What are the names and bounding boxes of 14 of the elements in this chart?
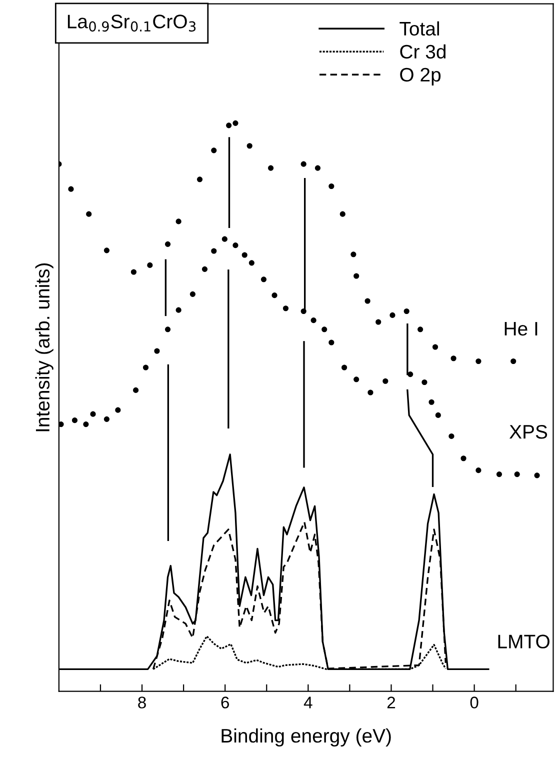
annotation: LMTO [498, 634, 550, 648]
x-axis-title: Binding energy (eV) [222, 728, 391, 747]
x-tick-label: 8 [138, 696, 146, 708]
annotation: XPS [509, 424, 548, 439]
annotation: He I [504, 322, 538, 336]
y-axis-title: Intensity (arb. units) [35, 263, 54, 432]
x-tick-label: 6 [221, 696, 229, 708]
x-tick-label: 2 [387, 696, 396, 708]
legend-label: Total [400, 21, 439, 36]
x-tick-label: 0 [470, 696, 478, 708]
x-tick-label: 4 [304, 696, 312, 708]
legend-label: O 2p [400, 68, 441, 86]
legend-label: Cr 3d [400, 44, 446, 59]
text: La$_{0.9}$Sr$_{0.1}$CrO$_{3}$ [68, 14, 196, 32]
